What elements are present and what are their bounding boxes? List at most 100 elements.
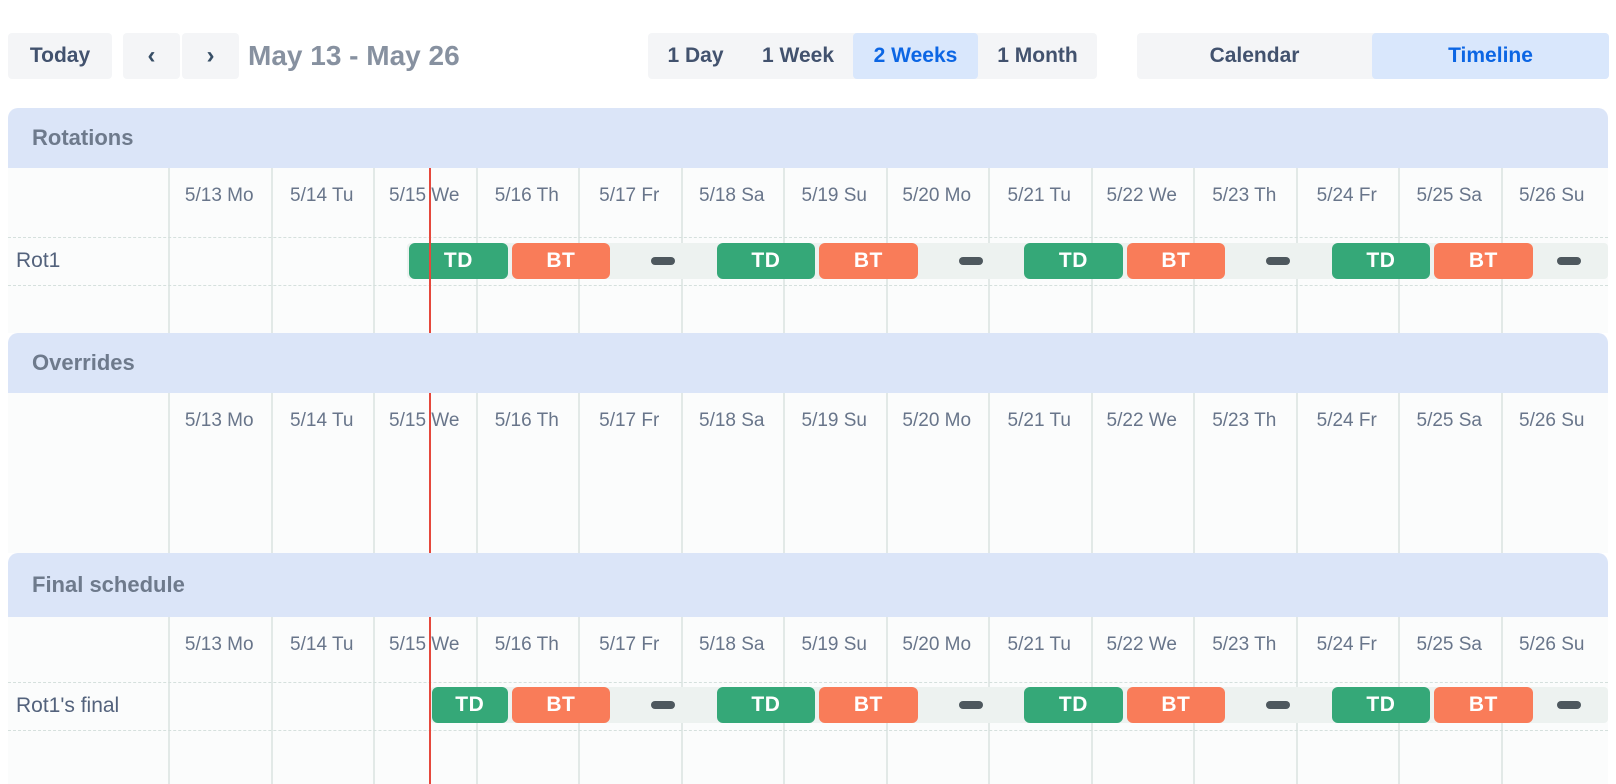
day-column-divider bbox=[168, 617, 170, 784]
no-coverage-dash-icon bbox=[1266, 701, 1291, 709]
date-range-title: May 13 - May 26 bbox=[248, 40, 460, 71]
day-header-label: 5/24 Fr bbox=[1316, 634, 1377, 655]
day-column-divider bbox=[783, 393, 785, 553]
day-header-row: 5/13 Mo 5/14 Tu 5/15 We 5/16 Th 5/17 Fr 5/18 … bbox=[8, 617, 1608, 672]
row-divider bbox=[8, 237, 1608, 238]
no-coverage-dash-icon bbox=[1266, 257, 1291, 265]
day-header-label: 5/19 Su bbox=[801, 634, 868, 655]
shift-bar-td[interactable]: TD bbox=[1331, 687, 1431, 723]
day-column-divider bbox=[1500, 393, 1503, 553]
shift-bar-bt[interactable]: BT bbox=[819, 687, 918, 723]
mode-button-timeline[interactable]: Timeline bbox=[1372, 33, 1609, 79]
shift-bar-td[interactable]: TD bbox=[431, 687, 508, 723]
day-header-label: 5/26 Su bbox=[1519, 634, 1585, 655]
day-column-divider bbox=[680, 393, 683, 553]
day-header-label: 5/14 Tu bbox=[290, 634, 354, 655]
day-header-label: 5/24 Fr bbox=[1316, 185, 1377, 206]
day-header-row: 5/13 Mo 5/14 Tu 5/15 We 5/16 Th 5/17 Fr 5/18 … bbox=[8, 393, 1608, 448]
section-header-final-schedule: Final schedule bbox=[8, 553, 1608, 617]
day-header-label: 5/22 We bbox=[1106, 410, 1177, 431]
shift-bar-bt[interactable]: BT bbox=[1434, 243, 1533, 279]
day-header-label: 5/13 Mo bbox=[184, 410, 254, 431]
view-button-1-month[interactable]: 1 Month bbox=[978, 33, 1097, 79]
day-header-label: 5/14 Tu bbox=[290, 185, 354, 206]
no-coverage-dash-icon bbox=[1557, 257, 1582, 265]
shift-bar-td[interactable]: TD bbox=[409, 243, 508, 279]
no-coverage-dash-icon bbox=[958, 701, 983, 709]
day-column-divider bbox=[270, 168, 273, 333]
day-header-label: 5/13 Mo bbox=[184, 185, 254, 206]
day-column-divider bbox=[578, 393, 580, 553]
shift-bar-bt[interactable]: BT bbox=[1434, 687, 1533, 723]
day-header-label: 5/19 Su bbox=[801, 410, 868, 431]
overrides-timeline[interactable]: 5/13 Mo 5/14 Tu 5/15 We 5/16 Th 5/17 Fr 5/18 … bbox=[8, 393, 1608, 553]
view-button-1-week[interactable]: 1 Week bbox=[743, 33, 853, 79]
day-header-label: 5/15 We bbox=[389, 410, 460, 431]
shift-bar-bt[interactable]: BT bbox=[511, 687, 611, 723]
shift-bar-bt[interactable]: BT bbox=[511, 243, 611, 279]
day-column-divider bbox=[373, 393, 375, 553]
next-period-button[interactable]: › bbox=[182, 33, 239, 79]
previous-period-button[interactable]: ‹ bbox=[123, 33, 180, 79]
shift-bar-td[interactable]: TD bbox=[716, 687, 816, 723]
shift-bar-bt[interactable]: BT bbox=[1126, 687, 1226, 723]
shift-bar-td[interactable]: TD bbox=[1331, 243, 1431, 279]
row-divider bbox=[8, 285, 1608, 286]
day-header-label: 5/16 Th bbox=[494, 410, 559, 431]
mode-switcher: Calendar Timeline bbox=[1137, 33, 1609, 79]
day-header-label: 5/19 Su bbox=[801, 185, 868, 206]
day-header-label: 5/25 Sa bbox=[1416, 185, 1483, 206]
shift-bar-td[interactable]: TD bbox=[1024, 243, 1123, 279]
day-header-label: 5/26 Su bbox=[1519, 410, 1585, 431]
day-header-label: 5/23 Th bbox=[1212, 634, 1277, 655]
day-header-label: 5/17 Fr bbox=[599, 185, 660, 206]
day-column-divider bbox=[1090, 393, 1093, 553]
shift-bar-td[interactable]: TD bbox=[1024, 687, 1123, 723]
no-coverage-dash-icon bbox=[1557, 701, 1582, 709]
section-header-rotations: Rotations bbox=[8, 108, 1608, 168]
no-coverage-dash-icon bbox=[651, 257, 676, 265]
day-header-label: 5/21 Tu bbox=[1007, 634, 1071, 655]
day-header-label: 5/25 Sa bbox=[1416, 634, 1483, 655]
shift-bar-bt[interactable]: BT bbox=[819, 243, 918, 279]
shift-bar-bt[interactable]: BT bbox=[1126, 243, 1226, 279]
section-overrides: Overrides 5/13 Mo 5/14 Tu 5/15 We 5/16 Th 5/… bbox=[8, 333, 1608, 553]
day-column-divider bbox=[1295, 393, 1298, 553]
day-header-label: 5/16 Th bbox=[494, 634, 559, 655]
mode-button-calendar[interactable]: Calendar bbox=[1137, 33, 1372, 79]
day-header-label: 5/15 We bbox=[389, 185, 460, 206]
day-header-label: 5/20 Mo bbox=[902, 185, 972, 206]
day-header-label: 5/21 Tu bbox=[1007, 185, 1071, 206]
view-button-1-day[interactable]: 1 Day bbox=[648, 33, 743, 79]
rotations-timeline: 5/13 Mo 5/14 Tu 5/15 We 5/16 Th 5/17 Fr 5/18 … bbox=[8, 168, 1608, 333]
day-column-divider bbox=[373, 617, 375, 784]
final-row-label: Rot1's final bbox=[16, 694, 120, 717]
rotation-shift-lane: TD BT TD BT TD BT TD BT bbox=[8, 243, 1608, 279]
row-divider bbox=[8, 682, 1608, 683]
today-button[interactable]: Today bbox=[8, 33, 112, 79]
view-button-2-weeks[interactable]: 2 Weeks bbox=[853, 33, 978, 79]
day-column-divider bbox=[1398, 393, 1400, 553]
day-column-divider bbox=[1193, 393, 1195, 553]
day-header-label: 5/20 Mo bbox=[902, 410, 972, 431]
current-time-line bbox=[428, 168, 431, 333]
rotation-row-label: Rot1 bbox=[16, 249, 61, 272]
day-column-divider bbox=[168, 393, 170, 553]
day-header-label: 5/18 Sa bbox=[699, 185, 765, 206]
no-coverage-dash-icon bbox=[958, 257, 983, 265]
day-header-label: 5/26 Su bbox=[1519, 185, 1585, 206]
day-header-label: 5/18 Sa bbox=[699, 634, 765, 655]
current-time-line bbox=[428, 393, 431, 553]
day-header-label: 5/23 Th bbox=[1212, 410, 1277, 431]
day-grid bbox=[8, 393, 1608, 553]
day-header-label: 5/17 Fr bbox=[599, 410, 660, 431]
day-header-label: 5/22 We bbox=[1106, 185, 1177, 206]
day-column-divider bbox=[475, 393, 478, 553]
day-header-row: 5/13 Mo 5/14 Tu 5/15 We 5/16 Th 5/17 Fr 5/18 … bbox=[8, 168, 1608, 223]
day-column-divider bbox=[270, 393, 273, 553]
day-header-label: 5/15 We bbox=[389, 634, 460, 655]
shift-bar-td[interactable]: TD bbox=[716, 243, 816, 279]
day-header-label: 5/22 We bbox=[1106, 634, 1177, 655]
day-header-label: 5/20 Mo bbox=[902, 634, 972, 655]
section-rotations: Rotations 5/13 Mo 5/14 Tu 5/15 We 5/16 Th 5/… bbox=[8, 108, 1608, 333]
